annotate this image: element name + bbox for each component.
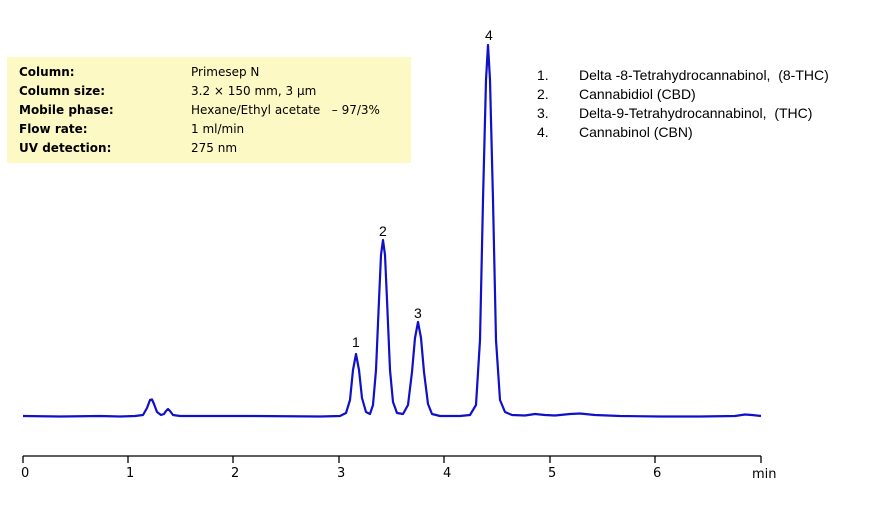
condition-label: Column: [19, 65, 75, 79]
legend-name: Delta -8-Tetrahydrocannabinol, (8-THC) [579, 67, 829, 83]
x-tick-label: 2 [231, 466, 239, 481]
x-tick-label: 1 [126, 466, 134, 481]
x-tick-label: 0 [21, 466, 29, 481]
legend-number: 4. [537, 124, 549, 140]
condition-value: 1 ml/min [191, 122, 245, 136]
peak-label-4: 4 [485, 27, 493, 43]
peak-label-2: 2 [379, 223, 387, 239]
chromatogram-trace [22, 43, 762, 418]
condition-label: UV detection: [19, 141, 112, 155]
condition-label: Flow rate: [19, 122, 88, 136]
x-tick-label: 6 [653, 466, 661, 481]
condition-label: Mobile phase: [19, 103, 114, 117]
peak-label-3: 3 [414, 305, 422, 321]
condition-value: Primesep N [191, 65, 260, 79]
x-tick-label: 4 [443, 466, 451, 481]
legend-number: 2. [537, 86, 549, 102]
legend-name: Cannabinol (CBN) [579, 124, 693, 140]
condition-label: Column size: [19, 84, 106, 98]
conditions-box: Column: Primesep N Column size: 3.2 × 15… [7, 57, 411, 163]
peak-label-1: 1 [352, 334, 360, 350]
x-axis: 0 1 2 3 4 5 6 min [21, 455, 777, 482]
legend-name: Cannabidiol (CBD) [579, 86, 696, 102]
legend-number: 1. [537, 67, 549, 83]
legend-number: 3. [537, 105, 549, 121]
x-tick-label: 5 [548, 466, 556, 481]
x-axis-unit: min [752, 467, 777, 482]
legend-name: Delta-9-Tetrahydrocannabinol, (THC) [579, 105, 813, 121]
condition-value: 3.2 × 150 mm, 3 µm [191, 84, 317, 98]
condition-value: 275 nm [191, 141, 238, 155]
condition-value: Hexane/Ethyl acetate – 97/3% [191, 103, 380, 117]
x-tick-label: 3 [337, 466, 345, 481]
